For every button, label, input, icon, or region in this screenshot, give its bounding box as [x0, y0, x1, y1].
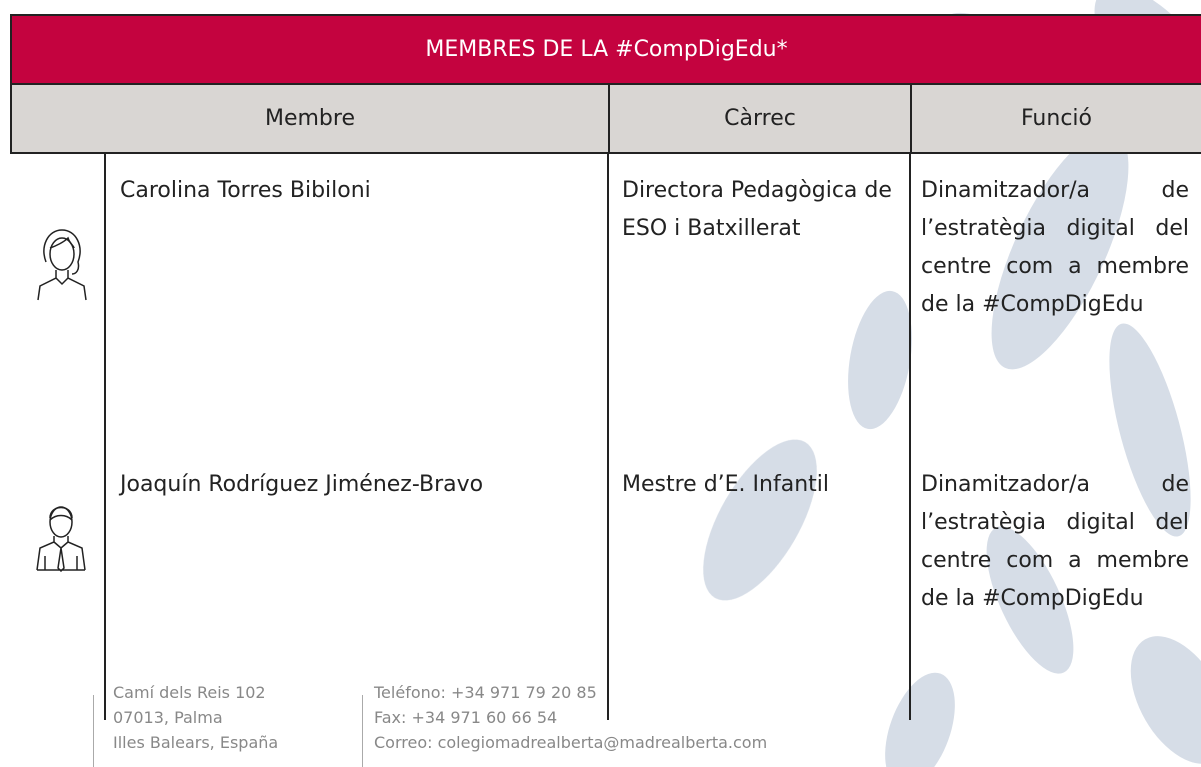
- column-line: [104, 154, 106, 720]
- footer-text: Camí dels Reis 102: [113, 683, 266, 702]
- man-icon: [36, 506, 86, 572]
- function: Dinamitzador/a de l’estratègia digital d…: [921, 472, 1189, 611]
- footer-address: Camí dels Reis 102 07013, Palma Illes Ba…: [113, 680, 278, 755]
- column-line: [607, 154, 609, 720]
- member-name: Joaquín Rodríguez Jiménez-Bravo: [120, 472, 484, 497]
- woman-icon: [37, 229, 87, 301]
- header-cell: Funció: [910, 85, 1201, 154]
- role: Directora Pedagògica de ESO i Batxillera…: [622, 178, 892, 241]
- footer-text: Teléfono: +34 971 79 20 85: [374, 683, 597, 702]
- table-title: MEMBRES DE LA #CompDigEdu*: [10, 14, 1201, 85]
- column-line: [909, 154, 911, 720]
- header-cell: Càrrec: [608, 85, 910, 154]
- footer-text: Correo: colegiomadrealberta@madrealberta…: [374, 733, 768, 752]
- footer-text: Illes Balears, España: [113, 733, 279, 752]
- footer-line: [362, 695, 363, 767]
- footer-contact: Teléfono: +34 971 79 20 85 Fax: +34 971 …: [374, 680, 767, 755]
- function: Dinamitzador/a de l’estratègia digital d…: [921, 178, 1189, 317]
- role: Mestre d’E. Infantil: [622, 472, 829, 497]
- member-name: Carolina Torres Bibiloni: [120, 178, 371, 203]
- header-cell: Membre: [10, 85, 608, 154]
- footer-line: [93, 695, 94, 767]
- footer-text: Fax: +34 971 60 66 54: [374, 708, 558, 727]
- footer-text: 07013, Palma: [113, 708, 223, 727]
